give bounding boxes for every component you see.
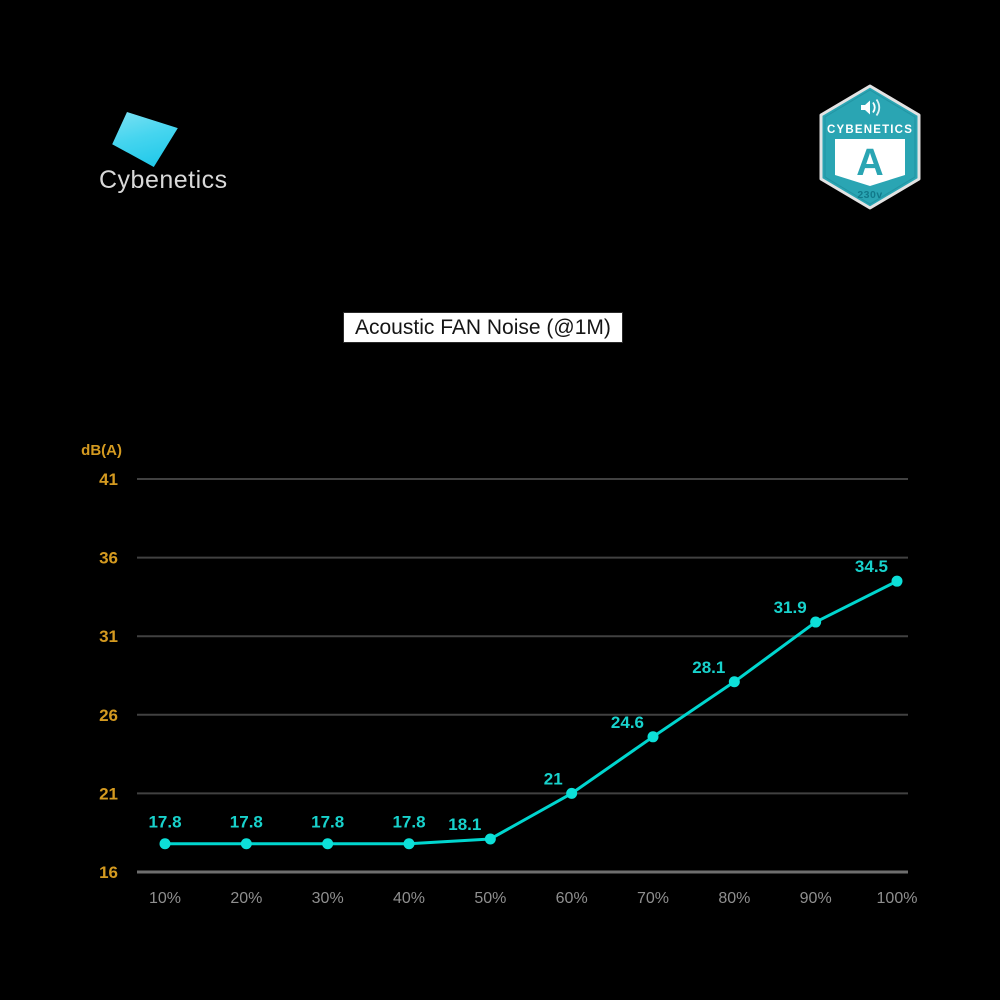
- data-point: [728, 676, 740, 688]
- cybenetics-logo-text: Cybenetics: [99, 166, 228, 194]
- y-tick-label: 41: [99, 470, 118, 489]
- x-tick-label: 70%: [637, 890, 669, 907]
- badge-brand-text: CYBENETICS: [827, 124, 913, 136]
- data-label: 28.1: [692, 658, 725, 677]
- speaker-icon: [861, 98, 881, 117]
- y-tick-label: 16: [99, 863, 118, 882]
- y-tick-label: 21: [99, 784, 118, 803]
- chart-line: [163, 579, 899, 846]
- x-tick-label: 80%: [718, 890, 750, 907]
- data-label: 21: [544, 769, 563, 788]
- data-point: [810, 616, 822, 628]
- data-point: [891, 575, 903, 587]
- x-tick-label: 10%: [149, 890, 181, 907]
- data-label: 24.6: [611, 713, 644, 732]
- x-tick-label: 60%: [556, 890, 588, 907]
- badge-grade-letter: A: [856, 142, 883, 184]
- badge-grade-panel: [835, 139, 905, 186]
- x-tick-label: 50%: [474, 890, 506, 907]
- data-label: 18.1: [448, 815, 481, 834]
- x-tick-label: 30%: [312, 890, 344, 907]
- data-label: 17.8: [311, 813, 344, 832]
- data-label: 17.8: [230, 813, 263, 832]
- badge-voltage-text: 230v: [857, 189, 882, 201]
- data-point: [159, 838, 171, 850]
- cybenetics-rating-badge: CYBENETICS A 230v: [816, 82, 924, 212]
- data-point: [566, 787, 578, 799]
- chart-title: Acoustic FAN Noise (@1M): [343, 312, 623, 343]
- x-tick-label: 100%: [877, 890, 918, 907]
- data-point: [403, 838, 415, 850]
- y-tick-label: 36: [99, 549, 118, 568]
- x-tick-label: 40%: [393, 890, 425, 907]
- x-tick-label: 90%: [800, 890, 832, 907]
- data-point: [240, 838, 252, 850]
- y-axis-title: dB(A): [81, 442, 122, 459]
- data-point: [647, 731, 659, 743]
- y-tick-label: 31: [99, 627, 118, 646]
- data-label: 17.8: [148, 813, 181, 832]
- cybenetics-logo: Cybenetics: [99, 100, 229, 200]
- data-label: 31.9: [774, 598, 807, 617]
- badge-hexagon-inner-edge: [824, 89, 916, 205]
- data-label: 17.8: [392, 813, 425, 832]
- x-tick-label: 20%: [230, 890, 262, 907]
- data-label: 34.5: [855, 557, 888, 576]
- y-tick-label: 26: [99, 706, 118, 725]
- data-point: [322, 838, 334, 850]
- rating-badge-svg: CYBENETICS A 230v: [819, 84, 921, 210]
- data-point: [484, 833, 496, 845]
